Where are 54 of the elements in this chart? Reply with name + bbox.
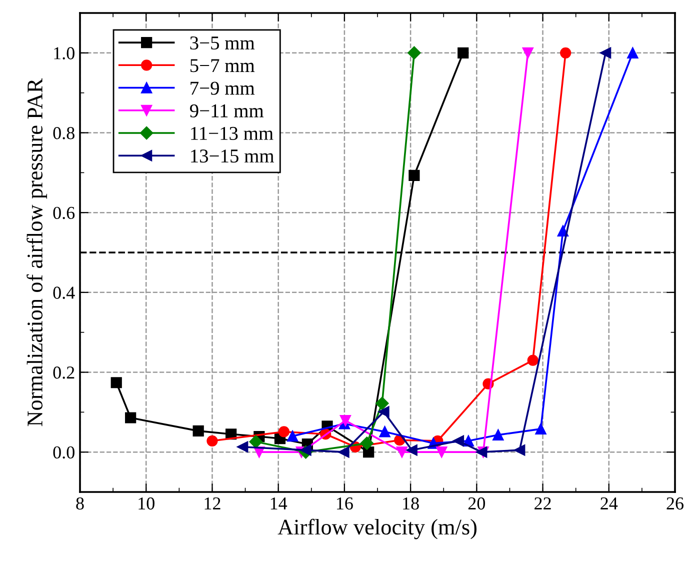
x-tick-label: 16 [337, 497, 353, 510]
x-tick-label: 8 [76, 497, 84, 510]
y-axis-title: Normalization of airflow pressure PAR [26, 78, 48, 426]
point [340, 414, 351, 426]
point [408, 46, 421, 60]
point [376, 396, 389, 410]
legend-label: 9−11 mm [190, 104, 264, 118]
x-tick-label: 22 [534, 497, 551, 510]
y-tick-label: 0.2 [53, 366, 74, 379]
point [125, 412, 136, 424]
x-tick-label: 12 [204, 497, 220, 510]
point [560, 47, 572, 58]
point [436, 446, 448, 458]
point [535, 423, 546, 434]
x-tick-label: 10 [138, 497, 154, 510]
legend-label: 7−9 mm [190, 82, 255, 95]
point [406, 444, 418, 456]
point [452, 435, 464, 446]
point [514, 444, 526, 456]
point [522, 47, 534, 58]
x-tick-label: 18 [403, 497, 419, 510]
legend-label: 3−5 mm [190, 36, 255, 50]
point [278, 426, 290, 438]
x-axis-title: Airflow velocity (m/s) [278, 518, 477, 540]
point [192, 425, 204, 436]
y-tick-label: 0.8 [53, 127, 74, 140]
legend-label: 11−13 mm [191, 126, 274, 140]
point [492, 429, 504, 440]
point [379, 426, 390, 438]
point [300, 444, 312, 456]
point [206, 435, 218, 446]
x-tick-label: 14 [270, 497, 288, 510]
point [600, 47, 612, 58]
legend-label: 13−15 mm [191, 150, 274, 163]
point [378, 406, 390, 418]
point [627, 47, 638, 58]
point [338, 446, 350, 458]
point [527, 354, 538, 366]
x-tick-label: 20 [468, 497, 486, 510]
legend-label: 5−7 mm [190, 59, 255, 72]
point [286, 430, 298, 442]
x-tick-label: 24 [600, 497, 618, 510]
y-tick-label: 0.4 [53, 286, 75, 299]
y-tick-label: 0.6 [53, 206, 75, 220]
point [458, 47, 469, 58]
x-tick-label: 26 [666, 497, 684, 510]
point [249, 435, 262, 448]
point [237, 441, 248, 452]
point [396, 446, 408, 458]
y-tick-label: 1.0 [54, 47, 74, 60]
y-tick-label: 0.0 [53, 446, 74, 459]
point [110, 377, 122, 388]
point [360, 436, 374, 450]
point [408, 170, 420, 182]
